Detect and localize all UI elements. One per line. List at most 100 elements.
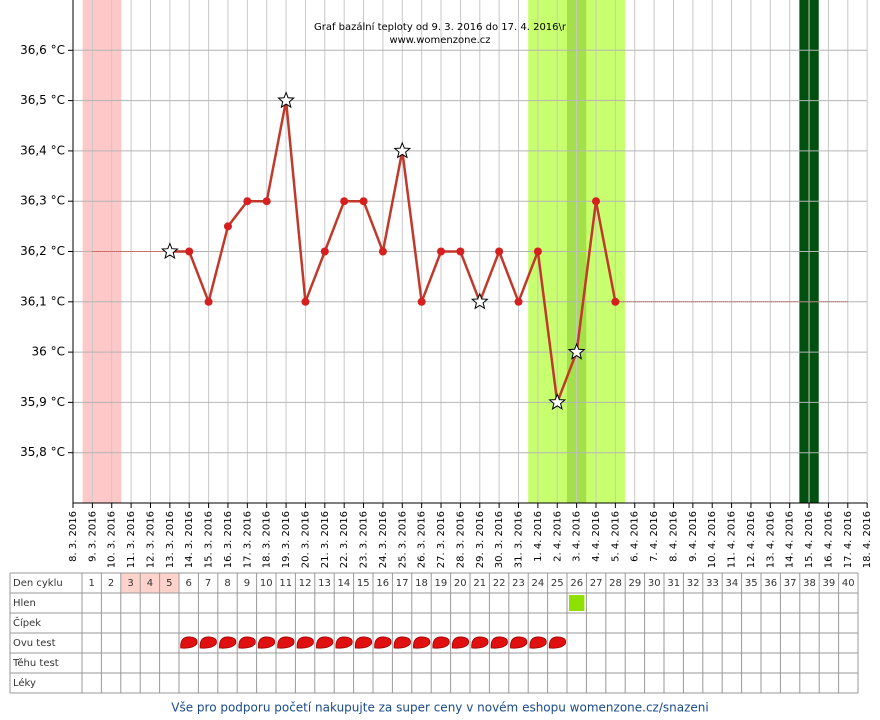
- x-tick-label: 14. 4. 2016: [785, 511, 796, 568]
- day-number: 19: [435, 578, 448, 589]
- x-tick-label: 9. 4. 2016: [688, 511, 699, 562]
- x-tick-label: 18. 4. 2016: [862, 511, 873, 568]
- y-tick-label: 35,8 °C: [20, 445, 65, 459]
- day-number: 4: [147, 578, 153, 589]
- temperature-point: [533, 247, 542, 256]
- ovu-icon: [510, 636, 528, 649]
- day-number: 15: [357, 578, 370, 589]
- temperature-point: [223, 222, 232, 231]
- x-tick-label: 30. 3. 2016: [494, 511, 505, 568]
- day-number: 21: [473, 578, 486, 589]
- day-number: 18: [415, 578, 428, 589]
- day-number: 37: [784, 578, 797, 589]
- x-tick-label: 15. 4. 2016: [804, 511, 815, 568]
- x-tick-label: 10. 4. 2016: [707, 511, 718, 568]
- x-tick-label: 10. 3. 2016: [107, 511, 118, 568]
- day-number: 24: [532, 578, 545, 589]
- day-number: 17: [396, 578, 409, 589]
- ovu-icon: [490, 636, 508, 649]
- row-label: Těhu test: [12, 657, 59, 669]
- ovu-icon: [374, 636, 392, 649]
- ovu-icon: [432, 636, 450, 649]
- day-number: 13: [318, 578, 331, 589]
- temperature-point: [591, 197, 600, 206]
- day-number: 7: [205, 578, 211, 589]
- y-tick-label: 35,9 °C: [20, 395, 65, 409]
- ovu-icon: [257, 636, 276, 649]
- day-number: 10: [260, 578, 273, 589]
- day-number: 33: [706, 578, 719, 589]
- ovu-icon: [451, 636, 470, 649]
- footer-link[interactable]: Vše pro podporu početí nakupujte za supe…: [171, 701, 708, 715]
- temperature-point: [185, 247, 194, 256]
- x-tick-label: 7. 4. 2016: [649, 511, 660, 562]
- highlight-cell: [120, 573, 141, 593]
- x-tick-label: 29. 3. 2016: [475, 511, 486, 568]
- ovu-icon: [199, 636, 217, 649]
- day-number: 20: [454, 578, 467, 589]
- star-point: [548, 393, 567, 411]
- temperature-point: [340, 197, 349, 206]
- star-point: [160, 242, 179, 260]
- day-number: 6: [186, 578, 192, 589]
- x-tick-label: 16. 4. 2016: [823, 511, 834, 568]
- ovu-icon: [316, 636, 334, 649]
- x-tick-label: 1. 4. 2016: [533, 511, 544, 562]
- day-number: 26: [570, 578, 583, 589]
- x-tick-label: 8. 4. 2016: [668, 511, 679, 562]
- star-point: [277, 91, 295, 109]
- day-number: 16: [376, 578, 389, 589]
- x-tick-label: 8. 3. 2016: [68, 511, 79, 562]
- x-tick-label: 11. 3. 2016: [126, 511, 137, 568]
- y-tick-label: 36,3 °C: [20, 194, 65, 208]
- x-tick-label: 15. 3. 2016: [204, 511, 215, 568]
- temperature-line: [169, 100, 617, 403]
- ovu-icon: [413, 636, 431, 649]
- x-tick-label: 27. 3. 2016: [436, 511, 447, 568]
- y-tick-label: 36,2 °C: [20, 244, 65, 258]
- ovu-icon: [393, 636, 411, 649]
- day-number: 1: [89, 578, 95, 589]
- x-tick-label: 19. 3. 2016: [281, 511, 292, 568]
- y-tick-label: 36,6 °C: [20, 43, 65, 57]
- day-number: 23: [512, 578, 525, 589]
- x-tick-label: 3. 4. 2016: [572, 511, 583, 562]
- day-number: 31: [667, 578, 680, 589]
- row-label: Hlen: [13, 598, 36, 609]
- temperature-point: [495, 247, 504, 256]
- chart-subtitle: www.womenzone.cz: [389, 35, 490, 46]
- day-number: 32: [687, 578, 700, 589]
- star-point: [567, 342, 586, 360]
- x-tick-label: 21. 3. 2016: [320, 511, 331, 568]
- temperature-point: [514, 297, 523, 306]
- highlight-cell: [140, 573, 160, 593]
- y-tick-label: 36,1 °C: [20, 294, 65, 308]
- ovu-icon: [219, 636, 237, 649]
- x-tick-label: 25. 3. 2016: [397, 511, 408, 568]
- ovu-icon: [277, 636, 295, 649]
- day-number: 9: [244, 578, 250, 589]
- row-label: Léky: [13, 677, 36, 689]
- day-number: 8: [224, 578, 230, 589]
- row-label: Čípek: [13, 616, 41, 629]
- day-number: 35: [745, 578, 758, 589]
- day-number: 28: [609, 578, 622, 589]
- day-number: 29: [629, 578, 642, 589]
- x-tick-label: 17. 3. 2016: [242, 511, 253, 568]
- day-number: 36: [764, 578, 777, 589]
- day-number: 34: [726, 578, 739, 589]
- temperature-point: [378, 247, 387, 256]
- day-number: 27: [590, 578, 603, 589]
- ovu-icon: [548, 636, 567, 649]
- x-tick-label: 11. 4. 2016: [727, 511, 738, 568]
- x-tick-label: 20. 3. 2016: [300, 511, 311, 568]
- day-number: 22: [493, 578, 506, 589]
- x-tick-label: 31. 3. 2016: [514, 511, 525, 568]
- temperature-point: [243, 197, 252, 206]
- row-label: Den cyklu: [13, 578, 63, 589]
- x-tick-label: 14. 3. 2016: [184, 511, 195, 568]
- y-tick-label: 36,5 °C: [20, 93, 65, 107]
- x-tick-label: 18. 3. 2016: [262, 511, 273, 568]
